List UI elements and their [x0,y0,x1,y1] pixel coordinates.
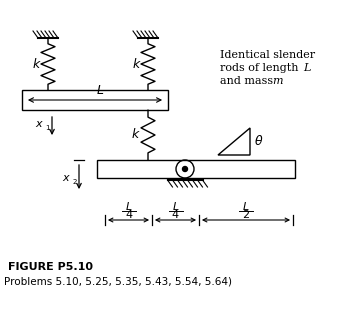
Text: 2: 2 [73,179,77,185]
Text: Problems 5.10, 5.25, 5.35, 5.43, 5.54, 5.64): Problems 5.10, 5.25, 5.35, 5.43, 5.54, 5… [4,276,232,286]
Text: FIGURE P5.10: FIGURE P5.10 [8,262,93,272]
Text: x: x [35,119,42,129]
Text: k: k [32,58,40,71]
Text: 1: 1 [45,125,49,131]
Text: m: m [272,76,283,86]
Text: k: k [132,129,139,141]
Text: L: L [243,202,249,212]
Text: x: x [62,173,69,183]
Bar [22,90,168,110]
Text: k: k [132,58,140,71]
Text: L: L [96,84,103,97]
Text: L: L [303,63,310,73]
Text: 4: 4 [125,210,132,220]
Text: θ: θ [255,135,263,148]
Text: rods of length: rods of length [220,63,302,73]
Text: Identical slender: Identical slender [220,50,315,60]
Text: L: L [172,202,179,212]
Text: and mass: and mass [220,76,277,86]
Text: L: L [125,202,132,212]
Circle shape [182,167,188,171]
Bar [97,160,295,178]
Text: 4: 4 [172,210,179,220]
Text: 2: 2 [243,210,250,220]
